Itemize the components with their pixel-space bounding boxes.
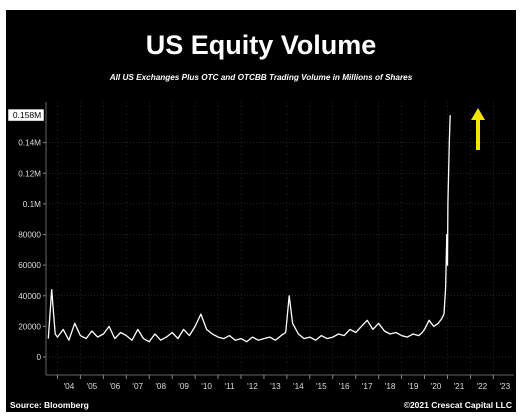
x-tick-label: '06 bbox=[109, 382, 120, 391]
y-tick-label: 40000 bbox=[18, 292, 41, 301]
x-tick-label: '08 bbox=[155, 382, 166, 391]
x-tick-label: '04 bbox=[64, 382, 75, 391]
y-tick-label: 0.14M bbox=[18, 139, 41, 148]
x-tick-label: '23 bbox=[499, 382, 510, 391]
up-arrow-icon bbox=[471, 108, 485, 150]
chart-svg: US Equity Volume All US Exchanges Plus O… bbox=[7, 30, 514, 410]
x-tick-label: '17 bbox=[362, 382, 373, 391]
y-tick-label: 20000 bbox=[18, 322, 41, 331]
chart-title: US Equity Volume bbox=[146, 30, 377, 60]
x-tick-label: '20 bbox=[431, 382, 442, 391]
x-tick-label: '07 bbox=[132, 382, 143, 391]
chart-frame: US Equity Volume All US Exchanges Plus O… bbox=[6, 10, 516, 412]
x-tick-label: '11 bbox=[224, 382, 235, 391]
grid-layer bbox=[46, 102, 514, 375]
y-tick-label: 0 bbox=[36, 353, 41, 362]
x-tick-label: '10 bbox=[201, 382, 212, 391]
series-line-volume bbox=[47, 115, 451, 343]
x-tick-label: '15 bbox=[316, 382, 327, 391]
y-tick-label: 0.1M bbox=[23, 200, 41, 209]
x-tick-label: '09 bbox=[178, 382, 189, 391]
x-tick-label: '13 bbox=[270, 382, 281, 391]
last-value-label: 0.158M bbox=[7, 108, 45, 122]
x-tick-label: '18 bbox=[385, 382, 396, 391]
y-axis: 0 20000 40000 60000 80000 0.1M 0.12M 0.14M bbox=[18, 139, 46, 362]
x-tick-label: '22 bbox=[477, 382, 488, 391]
arrow-head bbox=[471, 108, 485, 120]
last-value-text: 0.158M bbox=[13, 110, 41, 120]
x-tick-label: '16 bbox=[339, 382, 350, 391]
chart-subtitle: All US Exchanges Plus OTC and OTCBB Trad… bbox=[109, 73, 413, 82]
y-tick-label: 80000 bbox=[18, 231, 41, 240]
y-tick-label: 60000 bbox=[18, 261, 41, 270]
y-tick-label: 0.12M bbox=[18, 169, 41, 178]
x-tick-label: '14 bbox=[293, 382, 304, 391]
x-tick-label: '19 bbox=[408, 382, 419, 391]
source-note: Source: Bloomberg bbox=[10, 400, 89, 410]
x-tick-label: '12 bbox=[247, 382, 258, 391]
x-axis: '04 '05 '06 '07 '08 '09 '10 '11 '12 '13 '14 '15 '16 '… bbox=[56, 375, 511, 391]
x-tick-label: '05 bbox=[87, 382, 98, 391]
copyright-note: ©2021 Crescat Capital LLC bbox=[404, 400, 512, 410]
x-tick-label: '21 bbox=[454, 382, 465, 391]
